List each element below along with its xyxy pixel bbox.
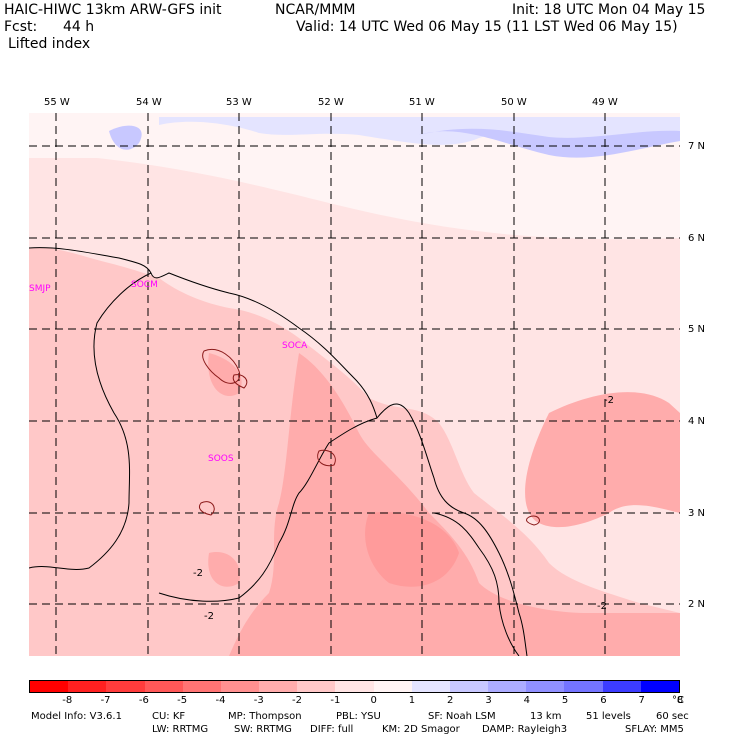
border-amapa: [433, 512, 520, 656]
zone-stable-band: [419, 128, 680, 158]
fcst-value: 44 h: [63, 19, 95, 35]
colorbar-tick-label: -6: [138, 695, 149, 706]
colorbar-swatch: [335, 681, 374, 692]
colorbar-tick-label: -7: [100, 695, 111, 706]
footer-lw: LW: RRTMG: [152, 724, 209, 735]
lat-label: 7 N: [688, 141, 706, 152]
border-suriname: [29, 272, 152, 570]
footer-cu: CU: KF: [152, 711, 186, 722]
colorbar: [29, 680, 680, 693]
colorbar-swatch: [182, 681, 221, 692]
zone-coast-unstable: [229, 353, 680, 656]
lon-label: 52 W: [318, 97, 344, 108]
contour-label: -2: [604, 395, 614, 406]
lat-label: 5 N: [688, 324, 706, 335]
station-label: SOOS: [208, 454, 234, 464]
colorbar-swatch: [259, 681, 298, 692]
lat-label: 3 N: [688, 508, 706, 519]
contour-minus-two: [198, 349, 540, 526]
station-label: SOCM: [131, 280, 158, 290]
fcst-label: Fcst:: [4, 19, 38, 35]
colorbar-tick-label: 3: [485, 695, 492, 706]
footer-sf: SF: Noah LSM: [428, 711, 496, 722]
footer-sflay: SFLAY: MM5: [625, 724, 684, 735]
colorbar-tick-label: 8: [676, 695, 684, 706]
footer-mp: MP: Thompson: [228, 711, 302, 722]
border-french-guiana: [158, 417, 378, 602]
footer-pbl: PBL: YSU: [336, 711, 381, 722]
colorbar-swatch: [30, 681, 69, 692]
footer-resolution: 13 km: [530, 711, 562, 722]
colorbar-swatch: [488, 681, 527, 692]
lifted-index-map: [29, 113, 680, 656]
colorbar-swatch: [68, 681, 107, 692]
zone-inland-blob: [208, 353, 242, 397]
colorbar-swatch: [144, 681, 183, 692]
lat-label: 6 N: [688, 233, 706, 244]
colorbar-tick-label: 4: [523, 695, 530, 706]
colorbar-swatch: [373, 681, 412, 692]
footer-timestep: 60 sec: [656, 711, 689, 722]
colorbar-swatch: [106, 681, 145, 692]
lat-lon-grid: [29, 113, 680, 656]
zone-strong-blob: [365, 512, 459, 587]
colorbar-tick-label: 7: [638, 695, 645, 706]
colorbar-swatch: [411, 681, 450, 692]
footer-sw: SW: RRTMG: [234, 724, 292, 735]
colorbar-tick-label: 6: [600, 695, 607, 706]
lat-label: 2 N: [688, 599, 706, 610]
field-name: Lifted index: [8, 36, 91, 52]
footer-diff: DIFF: full: [310, 724, 354, 735]
lon-label: 49 W: [592, 97, 618, 108]
zone-east-unstable: [525, 392, 680, 528]
colorbar-swatch: [449, 681, 489, 692]
colorbar-swatch: [640, 681, 679, 692]
colorbar-swatch: [526, 681, 565, 692]
org-label: NCAR/MMM: [275, 2, 356, 18]
colorbar-tick-label: -3: [253, 695, 264, 706]
lon-label: 51 W: [409, 97, 435, 108]
colorbar-tick-label: -2: [292, 695, 303, 706]
contour-label: -2: [597, 601, 607, 612]
footer-km: KM: 2D Smagor: [382, 724, 460, 735]
colorbar-swatch: [220, 681, 260, 692]
lon-label: 50 W: [501, 97, 527, 108]
lon-label: 54 W: [136, 97, 162, 108]
model-title: HAIC-HIWC 13km ARW-GFS init: [4, 2, 222, 18]
colorbar-tick-label: -5: [177, 695, 188, 706]
colorbar-swatch: [297, 681, 336, 692]
station-label: SOCA: [282, 341, 308, 351]
colorbar-swatch: [564, 681, 603, 692]
footer-levels: 51 levels: [586, 711, 631, 722]
init-time: Init: 18 UTC Mon 04 May 15: [512, 2, 706, 18]
colorbar-tick-label: -4: [215, 695, 226, 706]
station-label: SMJP: [29, 284, 51, 294]
zone-stable-blob: [109, 125, 142, 150]
contour-label: -2: [193, 568, 203, 579]
colorbar-swatch: [602, 681, 641, 692]
zone-south-blob: [208, 552, 240, 587]
colorbar-tick-label: -1: [330, 695, 341, 706]
colorbar-tick-label: -8: [62, 695, 73, 706]
colorbar-tick-label: 2: [447, 695, 454, 706]
footer-model-info: Model Info: V3.6.1: [31, 711, 122, 722]
contour-label: -2: [204, 611, 214, 622]
colorbar-unit: °C: [672, 695, 684, 706]
footer-damp: DAMP: Rayleigh3: [482, 724, 568, 735]
valid-time: Valid: 14 UTC Wed 06 May 15 (11 LST Wed …: [296, 19, 678, 35]
colorbar-tick-label: 1: [408, 695, 416, 706]
lon-label: 53 W: [226, 97, 252, 108]
lon-label: 55 W: [44, 97, 70, 108]
lat-label: 4 N: [688, 416, 706, 427]
colorbar-tick-label: 0: [370, 695, 377, 706]
colorbar-tick-label: 5: [561, 695, 569, 706]
